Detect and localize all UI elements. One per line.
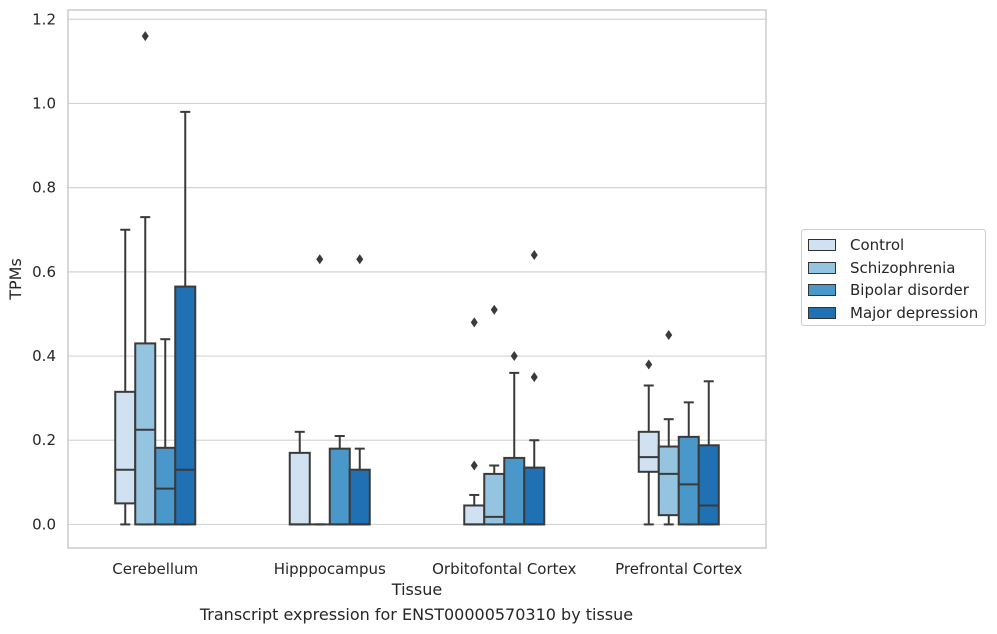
y-tick-label: 1.0: [32, 94, 56, 112]
legend-label: Major depression: [850, 303, 979, 322]
legend-label: Control: [850, 236, 905, 255]
outlier-point: [470, 317, 478, 328]
x-tick-label: Orbitofontal Cortex: [432, 560, 576, 578]
box: [154, 446, 177, 526]
y-tick-label: 1.2: [32, 10, 56, 28]
legend-item: Control: [808, 234, 985, 257]
legend-swatch: [808, 284, 836, 297]
legend-item: Bipolar disorder: [808, 279, 985, 302]
box: [657, 445, 680, 517]
outlier-point: [665, 329, 673, 340]
y-tick-label: 0.4: [32, 347, 56, 365]
box: [348, 468, 371, 526]
box: [328, 447, 351, 526]
legend-item: Schizophrenia: [808, 257, 985, 280]
box: [134, 342, 157, 526]
box: [637, 430, 660, 473]
box: [677, 435, 700, 526]
y-tick-label: 0.0: [32, 515, 56, 533]
outlier-point: [356, 254, 364, 265]
outlier-point: [141, 31, 149, 42]
outlier-point: [470, 460, 478, 471]
x-tick-label: Hipppocampus: [274, 560, 386, 578]
outlier-point: [645, 359, 653, 370]
figure-caption: Transcript expression for ENST0000057031…: [199, 605, 634, 624]
y-tick-label: 0.6: [32, 263, 56, 281]
outlier-point: [490, 304, 498, 315]
y-tick-label: 0.8: [32, 179, 56, 197]
outlier-point: [510, 351, 518, 362]
chart-legend: Control Schizophrenia Bipolar disorder Majo…: [801, 229, 986, 326]
y-tick-label: 0.2: [32, 431, 56, 449]
legend-item: Major depression: [808, 302, 985, 325]
legend-label: Bipolar disorder: [850, 281, 969, 300]
box: [288, 451, 311, 526]
box: [463, 504, 486, 526]
box: [523, 466, 546, 526]
box: [697, 444, 720, 526]
x-axis-label: Tissue: [391, 580, 442, 599]
box: [174, 285, 197, 526]
y-axis-label: TPMs: [6, 258, 25, 301]
outlier-point: [530, 372, 538, 383]
box: [503, 456, 526, 526]
legend-label: Schizophrenia: [850, 258, 956, 277]
x-tick-label: Prefrontal Cortex: [615, 560, 742, 578]
outlier-point: [530, 250, 538, 261]
outlier-point: [316, 254, 324, 265]
legend-swatch: [808, 306, 836, 319]
plot-frame: [67, 9, 767, 549]
legend-swatch: [808, 261, 836, 274]
legend-swatch: [808, 239, 836, 252]
box: [114, 390, 137, 505]
x-tick-label: Cerebellum: [112, 560, 198, 578]
